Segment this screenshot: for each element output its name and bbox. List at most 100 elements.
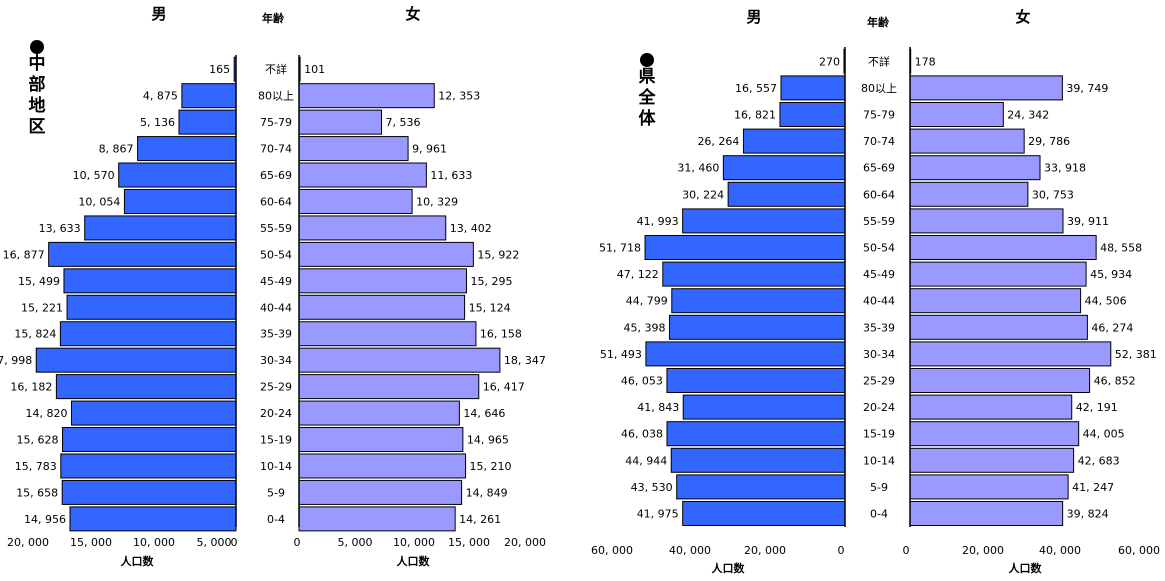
chart2-female-value-label: 39, 824 [1067, 508, 1109, 521]
chart2-female-bar [909, 341, 1112, 367]
chart1-male-tick-label: 20, 000 [7, 536, 49, 549]
chart2-female-bar [909, 368, 1091, 393]
chart1-female-value-label: 7, 536 [386, 116, 421, 129]
chart2-male-tick-label: 20, 000 [744, 544, 786, 557]
chart1-female-tick-label: 5, 000 [338, 536, 373, 549]
chart1-female-value-label: 15, 295 [470, 275, 512, 288]
chart2-male-bar [644, 235, 846, 260]
chart2-male-bar [670, 447, 846, 473]
chart2-male-value-label: 51, 493 [600, 348, 642, 361]
chart1-age-label: 80以上 [258, 90, 294, 103]
chart1-male-value-label: 16, 877 [3, 248, 45, 261]
chart2-age-label: 60-64 [863, 188, 895, 201]
chart2-female-bar [909, 181, 1029, 207]
chart1-female-bar [298, 427, 464, 453]
chart1-age-label: 15-19 [260, 434, 292, 447]
chart2-female-value-label: 44, 005 [1083, 428, 1125, 441]
chart2-title-bullet [640, 53, 654, 67]
chart2-male-value-label: 16, 821 [734, 109, 776, 122]
chart2-male-value-label: 41, 993 [637, 215, 679, 228]
chart2-male-bar [682, 208, 846, 234]
chart1-male-value-label: 15, 499 [18, 275, 60, 288]
chart1-age-label: 60-64 [260, 195, 292, 208]
chart2-male-value-label: 270 [819, 55, 840, 68]
chart1-female-bar [298, 479, 463, 505]
chart1-title-char: 区 [29, 117, 46, 137]
chart2-male-value-label: 45, 398 [623, 321, 665, 334]
chart2-male-value-label: 41, 975 [637, 508, 679, 521]
chart2-male-bar [682, 394, 846, 420]
chart1-female-bar [298, 294, 466, 320]
chart2-female-value-label: 52, 381 [1115, 348, 1157, 361]
chart1-male-bar [66, 294, 237, 320]
chart1-age-label: 20-24 [260, 407, 292, 420]
chart1-male-value-label: 10, 570 [73, 169, 115, 182]
chart1-female-bar [298, 136, 409, 162]
chart1-female-bar [298, 453, 467, 479]
chart1-male-value-label: 15, 221 [21, 301, 63, 314]
chart2-title-char: 全 [638, 87, 657, 108]
chart2-age-label: 0-4 [870, 508, 888, 521]
chart1-age-label: 不詳 [265, 62, 287, 76]
chart1-age-label: 0-4 [267, 513, 285, 526]
chart2-male-bar [742, 128, 846, 154]
chart1-female-value-label: 101 [304, 63, 325, 76]
chart2-female-value-label: 24, 342 [1007, 109, 1049, 122]
chart1-age-label: 30-34 [260, 354, 292, 367]
chart2-male-value-label: 47, 122 [617, 268, 659, 281]
chart2-male-bar [662, 261, 846, 287]
chart1-male-value-label: 14, 820 [25, 407, 67, 420]
chart2-male-value-label: 26, 264 [697, 135, 739, 148]
chart1-female-bar [298, 109, 383, 135]
chart2-female-bar [909, 421, 1080, 447]
chart1-female-tick-label: 10, 000 [393, 536, 435, 549]
chart2-female-value-label: 44, 506 [1085, 295, 1127, 308]
chart1-age-label: 35-39 [260, 328, 292, 341]
chart2-male-value-label: 31, 460 [677, 162, 719, 175]
chart2-female-bar [909, 208, 1064, 234]
chart1-female-bar [298, 188, 413, 214]
chart1-male-bar [70, 400, 237, 426]
chart1-male-value-label: 5, 136 [140, 116, 175, 129]
chart2-female-value-label: 41, 247 [1072, 481, 1114, 494]
chart1-male-value-label: 15, 824 [14, 328, 56, 341]
chart2-male-value-label: 41, 843 [637, 401, 679, 414]
chart1-male-xlabel: 人口数 [121, 554, 155, 568]
chart1-female-bar [298, 347, 501, 373]
chart1-female-header: 女 [405, 5, 420, 23]
chart1-male-bar [48, 241, 237, 267]
chart2-female-tick-label: 60, 000 [1118, 544, 1160, 557]
chart2-female-bar [909, 261, 1087, 287]
chart2-female-tick-label: 0 [903, 544, 910, 557]
chart2-female-header: 女 [1015, 8, 1030, 26]
chart2-female-value-label: 33, 918 [1044, 162, 1086, 175]
chart1-male-bar [123, 188, 237, 214]
chart2-male-value-label: 51, 718 [599, 242, 641, 255]
chart1-female-bar [298, 162, 427, 188]
chart2-male-value-label: 30, 224 [682, 188, 724, 201]
chart2-female-xlabel: 人口数 [1009, 561, 1043, 575]
chart1-male-bar [84, 215, 237, 241]
chart1-male-value-label: 15, 658 [16, 486, 58, 499]
chart2-age-label: 70-74 [863, 135, 895, 148]
chart1-female-value-label: 16, 158 [480, 328, 522, 341]
chart1-male-bar [63, 268, 237, 294]
chart1-title-char: 地 [29, 95, 46, 116]
chart1-age-label: 5-9 [267, 486, 285, 499]
chart1-title-char: 部 [29, 74, 46, 95]
chart1-age-label: 10-14 [260, 460, 292, 473]
chart1-age-label: 55-59 [260, 222, 292, 235]
chart2-male-tick-label: 0 [838, 544, 845, 557]
chart1-male-bar [60, 453, 237, 479]
chart1-male-value-label: 15, 783 [15, 460, 57, 473]
chart1-male-value-label: 16, 182 [10, 381, 52, 394]
chart1-male-header: 男 [151, 5, 166, 23]
chart1-age-label: 50-54 [260, 248, 292, 261]
chart2-age-label: 5-9 [870, 481, 888, 494]
chart2-age-label: 80以上 [861, 82, 897, 95]
chart1-male-bar [181, 83, 237, 109]
chart1-male-value-label: 17, 998 [0, 354, 32, 367]
chart1-female-tick-label: 15, 000 [448, 536, 490, 549]
chart2-female-bar [909, 155, 1041, 181]
